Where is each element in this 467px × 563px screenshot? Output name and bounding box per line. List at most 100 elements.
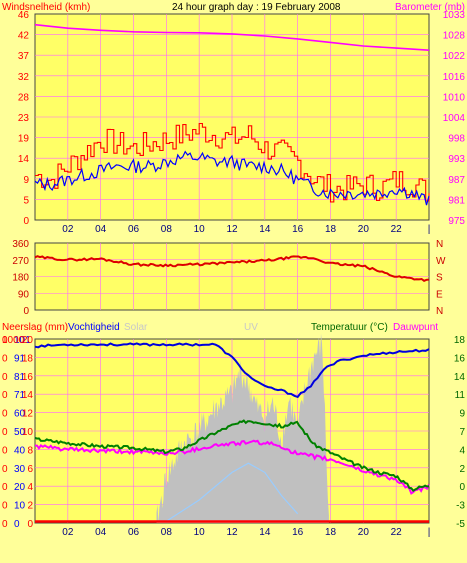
wind-x-tick-label: 02 [62, 224, 74, 235]
uv-axis-label: UV [244, 322, 258, 333]
solar-area [156, 333, 329, 523]
dewpoint-axis-label: Dauwpunt [393, 322, 438, 333]
temp-x-tick-label: 10 [194, 527, 206, 538]
temp-tick-label: 4 [459, 445, 465, 456]
rain-top-tick-label: 1000 [2, 335, 25, 346]
temp-x-tick-label: 08 [161, 527, 173, 538]
temperature-line [34, 419, 430, 493]
solar-tick-label: 6 [27, 464, 33, 475]
humidity-tick-label: 91 [14, 353, 26, 364]
wind-x-tick-label: | [428, 224, 431, 235]
wind-x-tick-label: 10 [194, 224, 206, 235]
temp-x-tick-label: 12 [226, 527, 238, 538]
temp-x-tick-label: 20 [358, 527, 370, 538]
rain-tick-label: 0 [2, 464, 8, 475]
wind-direction-line [34, 255, 430, 282]
compass-tick-label: W [436, 256, 446, 267]
barometer-line [34, 23, 430, 51]
baro-tick-label: 998 [448, 134, 465, 145]
baro-tick-label: 987 [448, 175, 465, 186]
uv-line [165, 462, 299, 522]
rain-tick-label: 0 [2, 501, 8, 512]
wind-x-tick-label: 06 [128, 224, 140, 235]
wind-grid [35, 14, 429, 220]
temp-tick-label: 16 [454, 353, 466, 364]
baro-tick-label: 1028 [443, 31, 466, 42]
rain-tick-label: 0 [2, 482, 8, 493]
humidity-tick-label: 101 [14, 335, 31, 346]
humidity-tick-label: 20 [14, 482, 26, 493]
rain-axis-label: Neerslag (mm) [2, 322, 68, 333]
solar-tick-label: 20 [22, 335, 34, 346]
barometer-axis-label: Barometer (mb) [395, 2, 465, 13]
baro-tick-label: 1010 [443, 92, 466, 103]
wind-tick-label: 9 [23, 175, 29, 186]
temp-tick-label: 14 [454, 372, 466, 383]
wind-x-tick-label: 18 [325, 224, 337, 235]
direction-tick-label: 270 [12, 256, 29, 267]
baro-tick-label: 975 [448, 216, 465, 227]
humidity-tick-label: 60 [14, 409, 26, 420]
rain-tick-label: 0 [2, 335, 8, 346]
temp-tick-label: 18 [454, 335, 466, 346]
wind-tick-label: 37 [18, 51, 30, 62]
baro-tick-label: 1004 [443, 113, 466, 124]
solar-tick-label: 16 [22, 372, 34, 383]
temp-x-tick-label: 14 [259, 527, 271, 538]
temp-x-tick-label: 16 [292, 527, 304, 538]
temp-x-tick-label: | [428, 527, 431, 538]
rain-tick-label: 0 [2, 519, 8, 530]
solar-tick-label: 8 [27, 445, 33, 456]
temp-tick-label: 2 [459, 464, 465, 475]
direction-tick-label: 0 [23, 306, 29, 317]
rain-tick-label: 0 [2, 409, 8, 420]
temp-tick-label: 7 [459, 427, 465, 438]
wind-tick-label: 46 [18, 10, 30, 21]
wind-tick-label: 32 [18, 72, 30, 83]
wind-speed-line [34, 150, 430, 206]
temp-x-tick-label: 06 [128, 527, 140, 538]
wind-tick-label: 14 [18, 154, 30, 165]
humidity-axis-label: Vochtigheid [68, 322, 120, 333]
baro-tick-label: 1022 [443, 51, 466, 62]
temp-x-tick-label: 22 [391, 527, 403, 538]
wind-x-tick-label: 20 [358, 224, 370, 235]
temp-series [34, 333, 430, 523]
chart-title: 24 hour graph day : 19 February 2008 [172, 2, 341, 13]
direction-tick-label: 360 [12, 239, 29, 250]
wind-tick-label: 19 [18, 134, 30, 145]
direction-grid [35, 243, 429, 310]
temp-tick-label: -5 [456, 519, 465, 530]
direction-ticks: 0 N 90 E 180 S 270 W 360 N [12, 239, 446, 317]
rain-tick-label: 0 [2, 390, 8, 401]
baro-tick-label: 993 [448, 154, 465, 165]
compass-tick-label: N [436, 239, 443, 250]
wind-x-tick-label: 16 [292, 224, 304, 235]
compass-tick-label: S [436, 273, 443, 284]
humidity-tick-label: 0 [14, 519, 20, 530]
humidity-tick-label: 40 [14, 445, 26, 456]
wind-x-tick-label: 12 [226, 224, 238, 235]
rain-tick-label: 0 [2, 445, 8, 456]
solar-tick-label: 12 [22, 409, 34, 420]
humidity-tick-label: 30 [14, 464, 26, 475]
solar-tick-label: 18 [22, 353, 34, 364]
compass-tick-label: E [436, 289, 443, 300]
humidity-line [34, 342, 430, 399]
humidity-tick-label: 71 [14, 390, 26, 401]
wind-x-tick-label: 08 [161, 224, 173, 235]
baro-tick-label: 1016 [443, 72, 466, 83]
dewpoint-line [35, 439, 430, 495]
wind-x-tick-label: 22 [391, 224, 403, 235]
humidity-tick-label: 10 [14, 501, 26, 512]
compass-tick-label: N [436, 306, 443, 317]
temp-tick-label: 9 [459, 409, 465, 420]
wind-x-tick-label: 04 [95, 224, 107, 235]
wind-x-tick-label: 14 [259, 224, 271, 235]
humidity-tick-label: 50 [14, 427, 26, 438]
wind-direction-panel: 0 N 90 E 180 S 270 W 360 N [12, 239, 446, 317]
